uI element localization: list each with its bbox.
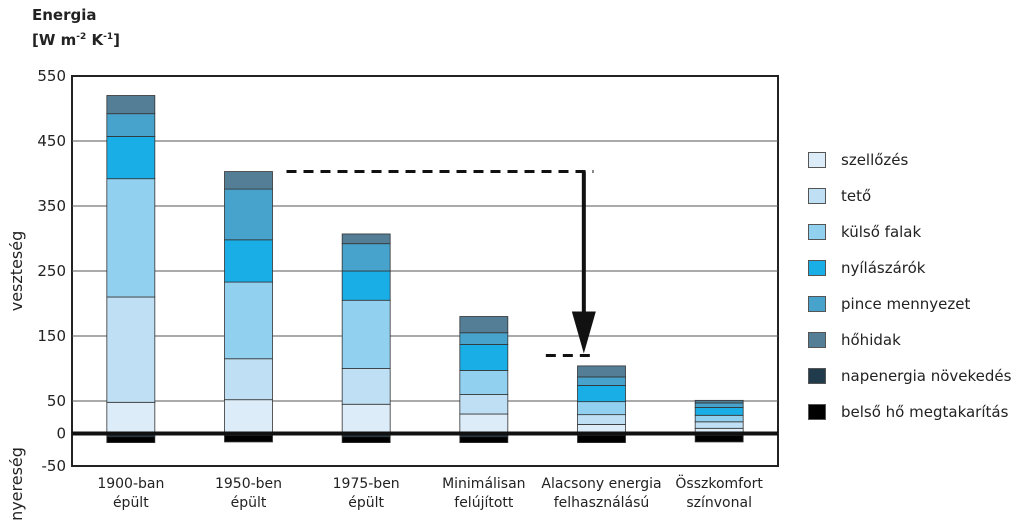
chart-legend: szellőzés tető külső falak nyílászárók pince… <box>808 142 1011 430</box>
legend-swatch <box>808 404 826 420</box>
bar-segment <box>459 332 509 345</box>
legend-item: belső hő megtakarítás <box>808 394 1011 430</box>
x-tick-label: felújított <box>454 495 514 511</box>
bar-segment <box>459 344 509 371</box>
legend-label: szellőzés <box>841 151 909 169</box>
y-tick-label: 0 <box>56 425 66 443</box>
bar-segment <box>106 178 156 298</box>
bar-segment <box>577 376 626 386</box>
bar-segment <box>577 384 626 403</box>
y-tick-label: 50 <box>47 392 66 410</box>
bar-segment <box>577 435 626 444</box>
bar-segment <box>106 436 156 443</box>
bar-segment <box>106 401 156 434</box>
legend-swatch <box>808 188 826 204</box>
bar-segment <box>106 113 156 137</box>
y-axis-label-positive: veszteség <box>7 231 26 312</box>
x-tick-label: színvonal <box>686 495 752 511</box>
legend-item: tető <box>808 178 1011 214</box>
bar-segment <box>224 281 273 360</box>
x-tick-label: felhasználású <box>554 495 650 511</box>
legend-label: tető <box>841 187 872 205</box>
y-axis-title-line2: [W m-2 K-1] <box>32 31 120 49</box>
x-tick-label: Alacsony energia <box>541 476 661 492</box>
bar-segment <box>224 188 273 241</box>
bar-segment <box>459 413 509 434</box>
bar-segment <box>694 407 744 416</box>
x-tick-label: 1975-ben <box>333 476 400 492</box>
legend-label: belső hő megtakarítás <box>841 403 1009 421</box>
bar-segment <box>341 299 391 369</box>
legend-swatch <box>808 224 826 240</box>
bar-segment <box>106 95 156 115</box>
y-axis-title-line1: Energia <box>32 6 97 24</box>
bar-segment <box>577 401 626 416</box>
x-tick-label: Összkomfort <box>675 474 763 492</box>
bar-segment <box>341 270 391 301</box>
y-tick-label: -50 <box>42 457 67 475</box>
bar-segment <box>694 399 744 404</box>
legend-swatch <box>808 260 826 276</box>
legend-label: nyílászárók <box>841 259 926 277</box>
bar-segment <box>459 436 509 443</box>
bar-segment <box>106 136 156 180</box>
legend-label: pince mennyezet <box>841 295 971 313</box>
x-tick-label: épült <box>113 495 149 511</box>
legend-item: napenergia növekedés <box>808 358 1011 394</box>
legend-item: szellőzés <box>808 142 1011 178</box>
legend-item: hőhidak <box>808 322 1011 358</box>
bar-segment <box>577 414 626 425</box>
bar-segment <box>341 233 391 245</box>
legend-item: nyílászárók <box>808 250 1011 286</box>
reduction-arrow-head <box>571 311 596 354</box>
y-axis-title: Energia [W m-2 K-1] <box>32 4 120 51</box>
x-tick-label: 1950-ben <box>215 476 282 492</box>
bar-segment <box>106 296 156 403</box>
x-tick-label: 1900-ban <box>97 476 164 492</box>
bar-segment <box>341 403 391 434</box>
legend-swatch <box>808 332 826 348</box>
bar-segment <box>341 436 391 443</box>
bar-segment <box>694 414 744 423</box>
bar-segment <box>694 435 744 443</box>
bar-segment <box>224 399 273 434</box>
y-tick-label: 250 <box>37 262 66 280</box>
bar-segment <box>459 370 509 395</box>
bar-segment <box>341 368 391 405</box>
y-tick-label: 150 <box>37 327 66 345</box>
bar-segment <box>459 394 509 415</box>
y-tick-label: 450 <box>37 132 66 150</box>
bar-segment <box>224 239 273 283</box>
legend-swatch <box>808 152 826 168</box>
bar-segment <box>694 421 744 429</box>
legend-swatch <box>808 368 826 384</box>
bar-segment <box>459 316 509 334</box>
bar-segment <box>224 435 273 443</box>
legend-swatch <box>808 296 826 312</box>
legend-label: hőhidak <box>841 331 901 349</box>
y-axis-label-negative: nyereség <box>7 447 26 521</box>
y-tick-label: 550 <box>37 67 66 85</box>
x-tick-label: épült <box>231 495 267 511</box>
bar-segment <box>224 171 273 190</box>
bar-segment <box>341 243 391 272</box>
bar-segment <box>577 365 626 378</box>
legend-label: napenergia növekedés <box>841 367 1012 385</box>
bar-segment <box>224 358 273 401</box>
legend-item: külső falak <box>808 214 1011 250</box>
stacked-bar-chart: -50 0 50 150 250 350 450 550 veszteség nyereség 19… <box>7 67 779 521</box>
bar-segment <box>694 402 744 408</box>
legend-label: külső falak <box>841 223 922 241</box>
y-tick-label: 350 <box>37 197 66 215</box>
x-tick-label: Minimálisan <box>442 476 525 492</box>
legend-item: pince mennyezet <box>808 286 1011 322</box>
x-tick-label: épült <box>348 495 384 511</box>
